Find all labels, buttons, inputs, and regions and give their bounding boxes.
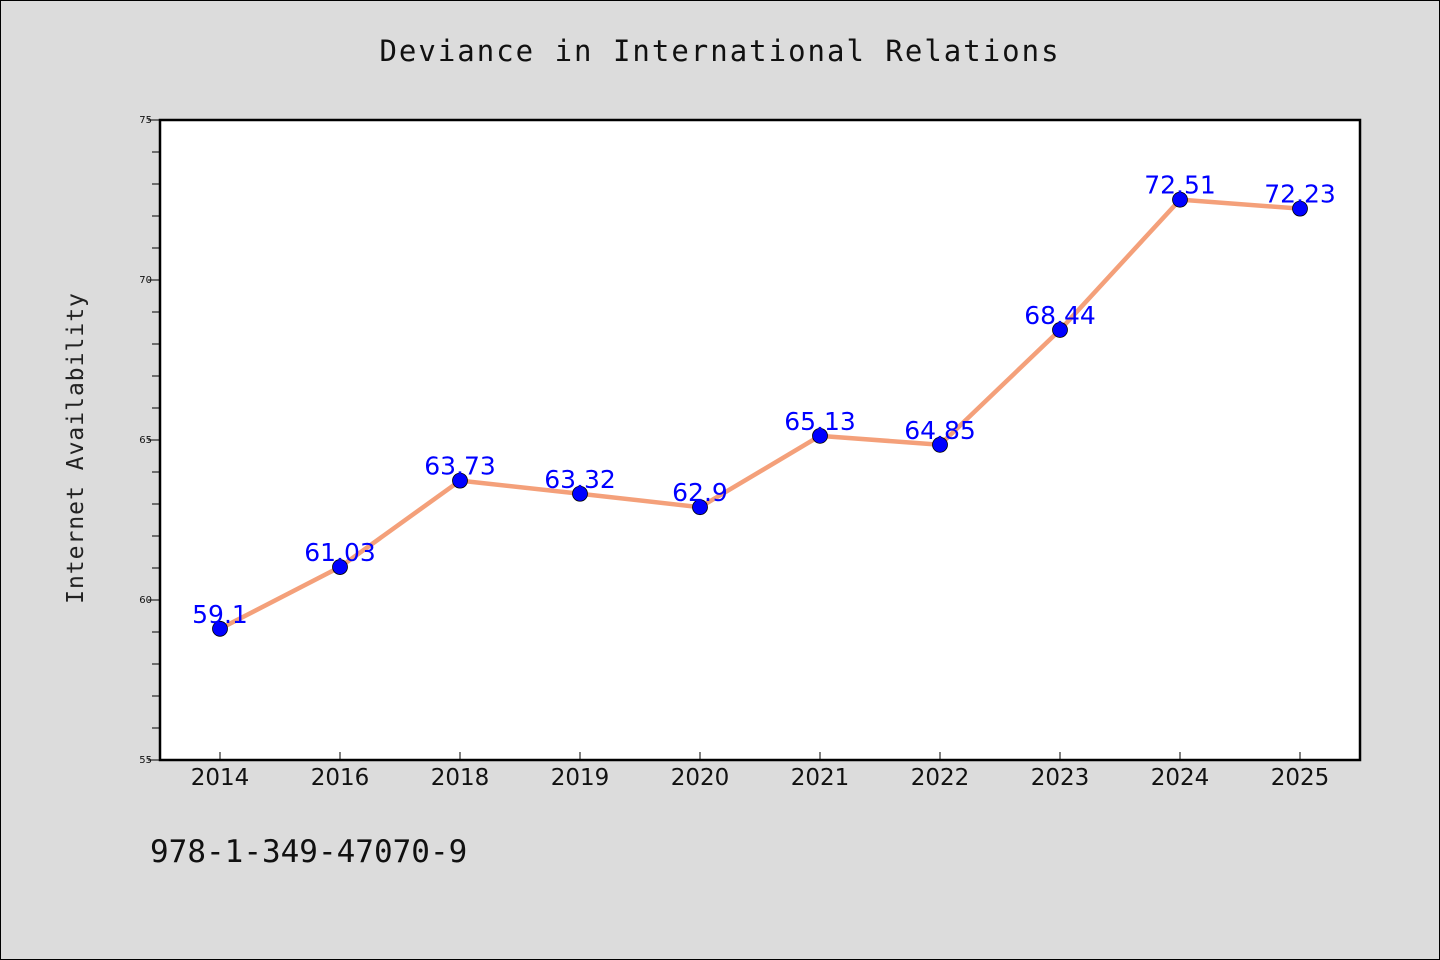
x-tick-label: 2018 <box>431 765 490 791</box>
data-label: 68.44 <box>1024 301 1096 330</box>
y-tick-label: 65 <box>139 435 152 446</box>
x-axis: 2014 2016 2018 2019 2020 2021 2022 2023 2024 2025 <box>191 752 1330 791</box>
x-tick-label: 2025 <box>1271 765 1330 791</box>
y-tick-label: 55 <box>139 755 152 766</box>
x-tick-label: 2020 <box>671 765 730 791</box>
data-label: 62.9 <box>672 478 728 507</box>
isbn-code: 978-1-349-47070-9 <box>150 834 468 870</box>
x-tick-label: 2024 <box>1151 765 1210 791</box>
x-tick-label: 2022 <box>911 765 970 791</box>
data-label: 59.1 <box>192 600 248 629</box>
data-label: 65.13 <box>784 407 856 436</box>
y-axis: 55 60 65 70 75 <box>139 115 160 766</box>
x-tick-label: 2021 <box>791 765 850 791</box>
x-tick-label: 2014 <box>191 765 250 791</box>
plot-area <box>158 118 1362 762</box>
data-label: 61.03 <box>304 538 376 567</box>
data-point <box>572 485 588 502</box>
x-tick-label: 2016 <box>311 765 370 791</box>
data-point <box>812 427 828 444</box>
x-tick-label: 2019 <box>551 765 610 791</box>
x-tick-label: 2023 <box>1031 765 1090 791</box>
data-label: 72.51 <box>1144 171 1216 200</box>
data-label: 64.85 <box>904 416 976 445</box>
chart-title: Deviance in International Relations <box>379 34 1061 68</box>
data-label: 63.32 <box>544 465 616 494</box>
data-point <box>332 559 348 575</box>
data-point <box>1052 322 1068 338</box>
y-tick-label: 70 <box>139 275 152 286</box>
data-label: 63.73 <box>424 452 496 481</box>
data-point <box>212 620 228 637</box>
data-point <box>932 436 948 453</box>
data-labels: 59.1 61.03 63.73 63.32 62.9 65.13 64.85 68.44 72… <box>192 171 1336 629</box>
data-point <box>692 499 708 516</box>
series-line <box>218 197 1301 631</box>
series-markers <box>212 191 1308 637</box>
data-label: 72.23 <box>1264 180 1336 209</box>
data-point <box>1292 200 1308 217</box>
data-point <box>1172 191 1188 208</box>
y-tick-label: 60 <box>139 595 152 606</box>
y-tick-label: 75 <box>139 115 152 126</box>
data-point <box>452 472 468 489</box>
